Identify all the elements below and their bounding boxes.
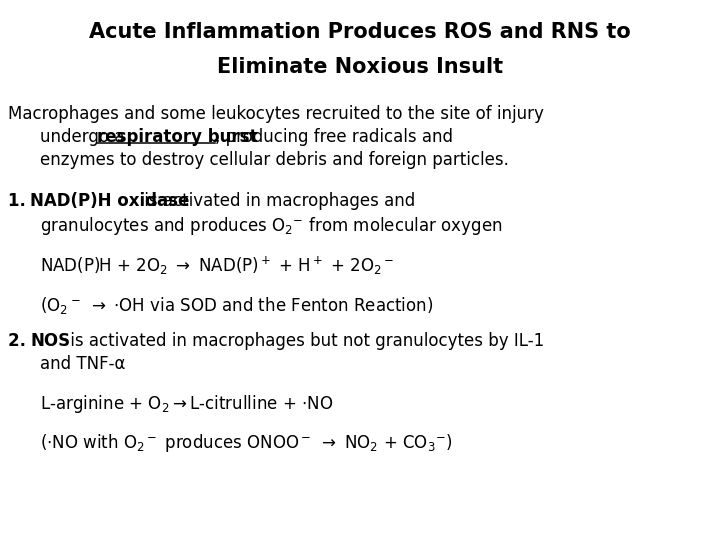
Text: enzymes to destroy cellular debris and foreign particles.: enzymes to destroy cellular debris and f… bbox=[40, 151, 509, 169]
Text: Acute Inflammation Produces ROS and RNS to: Acute Inflammation Produces ROS and RNS … bbox=[89, 22, 631, 42]
Text: ($\cdot$NO with O$_2$$^-$ produces ONOO$^-$ $\rightarrow$ NO$_2$ + CO$_3$$^{-}$): ($\cdot$NO with O$_2$$^-$ produces ONOO$… bbox=[40, 432, 452, 454]
Text: 1.: 1. bbox=[8, 192, 32, 210]
Text: granulocytes and produces O$_2$$^{\mathsf{-}}$ from molecular oxygen: granulocytes and produces O$_2$$^{\maths… bbox=[40, 215, 503, 237]
Text: (O$_2$$^-$ $\rightarrow$ $\cdot$OH via SOD and the Fenton Reaction): (O$_2$$^-$ $\rightarrow$ $\cdot$OH via S… bbox=[40, 295, 433, 316]
Text: and TNF-α: and TNF-α bbox=[40, 355, 125, 373]
Text: Eliminate Noxious Insult: Eliminate Noxious Insult bbox=[217, 57, 503, 77]
Text: 2.: 2. bbox=[8, 332, 32, 350]
Text: , producing free radicals and: , producing free radicals and bbox=[215, 128, 453, 146]
Text: NAD(P)H oxidase: NAD(P)H oxidase bbox=[30, 192, 189, 210]
Text: is activated in macrophages and: is activated in macrophages and bbox=[139, 192, 415, 210]
Text: is activated in macrophages but not granulocytes by IL-1: is activated in macrophages but not gran… bbox=[65, 332, 544, 350]
Text: respiratory burst: respiratory burst bbox=[97, 128, 258, 146]
Text: NOS: NOS bbox=[30, 332, 70, 350]
Text: NAD(P)H + 2O$_2$ $\rightarrow$ NAD(P)$^+$ + H$^+$ + 2O$_2$$^-$: NAD(P)H + 2O$_2$ $\rightarrow$ NAD(P)$^+… bbox=[40, 255, 394, 278]
Text: undergo a: undergo a bbox=[40, 128, 130, 146]
Text: L-arginine + O$_2$$\rightarrow$L-citrulline + $\cdot$NO: L-arginine + O$_2$$\rightarrow$L-citrull… bbox=[40, 393, 333, 415]
Text: Macrophages and some leukocytes recruited to the site of injury: Macrophages and some leukocytes recruite… bbox=[8, 105, 544, 123]
